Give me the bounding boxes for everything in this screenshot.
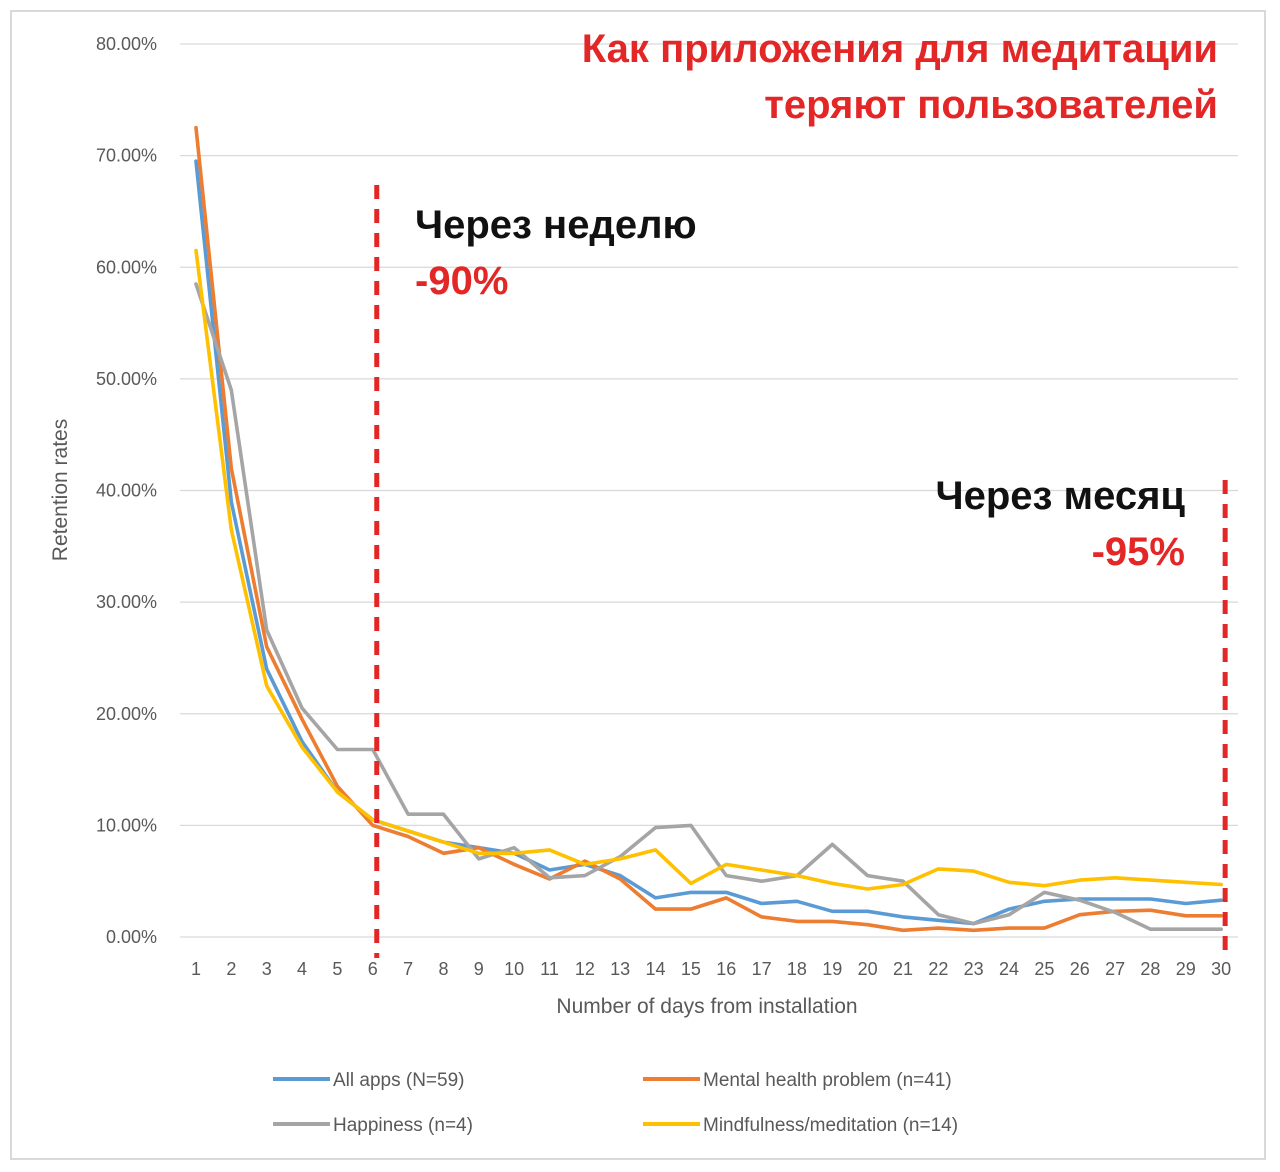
x-tick-label: 3 — [262, 959, 272, 979]
legend-label-mental-health: Mental health problem (n=41) — [703, 1070, 952, 1091]
x-tick-label: 22 — [928, 959, 948, 979]
y-tick-label: 30.00% — [96, 592, 157, 612]
month-annotation-value: -95% — [1092, 530, 1185, 574]
x-tick-label: 23 — [964, 959, 984, 979]
legend-label-mindfulness: Mindfulness/meditation (n=14) — [703, 1115, 958, 1136]
week-annotation-label: Через неделю — [415, 203, 697, 247]
y-tick-label: 70.00% — [96, 146, 157, 166]
x-axis-title: Number of days from installation — [556, 995, 857, 1018]
x-tick-label: 20 — [858, 959, 878, 979]
gridlines — [180, 43, 1238, 938]
x-tick-label: 30 — [1211, 959, 1231, 979]
x-tick-label: 28 — [1140, 959, 1160, 979]
x-tick-label: 5 — [332, 959, 342, 979]
y-axis-title: Retention rates — [49, 419, 72, 561]
y-tick-label: 20.00% — [96, 704, 157, 724]
x-tick-labels: 1 2 3 4 5 6 7 8 9 10 11 12 13 14 15 16 17 18 19 20 21 22 23 24 2… — [191, 959, 1231, 979]
x-tick-label: 13 — [610, 959, 630, 979]
x-tick-label: 4 — [297, 959, 307, 979]
x-tick-label: 8 — [438, 959, 448, 979]
chart-title-line-1: Как приложения для медитации — [582, 27, 1218, 71]
x-tick-label: 17 — [752, 959, 772, 979]
y-tick-label: 80.00% — [96, 34, 157, 54]
x-tick-label: 27 — [1105, 959, 1125, 979]
x-tick-label: 9 — [474, 959, 484, 979]
x-tick-label: 7 — [403, 959, 413, 979]
x-tick-label: 26 — [1070, 959, 1090, 979]
series-line-4 — [194, 248, 1223, 891]
x-tick-label: 19 — [822, 959, 842, 979]
chart-title-line-2: теряют пользователей — [764, 83, 1218, 127]
x-tick-label: 16 — [716, 959, 736, 979]
series-line-3 — [194, 282, 1223, 932]
series-lines — [194, 125, 1223, 933]
x-tick-label: 29 — [1176, 959, 1196, 979]
legend: All apps (N=59) Mental health problem (n… — [273, 1070, 958, 1136]
y-tick-labels: 0.00% 10.00% 20.00% 30.00% 40.00% 50.00% 60.00… — [96, 34, 157, 947]
x-tick-label: 24 — [999, 959, 1019, 979]
legend-label-all-apps: All apps (N=59) — [333, 1070, 464, 1091]
legend-label-happiness: Happiness (n=4) — [333, 1115, 473, 1136]
chart-frame — [10, 10, 1266, 1160]
x-tick-label: 1 — [191, 959, 201, 979]
x-tick-label: 25 — [1034, 959, 1054, 979]
y-tick-label: 50.00% — [96, 369, 157, 389]
y-tick-label: 10.00% — [96, 815, 157, 835]
y-tick-label: 0.00% — [106, 927, 157, 947]
x-tick-label: 21 — [893, 959, 913, 979]
y-tick-label: 60.00% — [96, 257, 157, 277]
x-tick-label: 15 — [681, 959, 701, 979]
x-tick-label: 14 — [646, 959, 666, 979]
month-annotation-label: Через месяц — [935, 474, 1185, 518]
x-tick-label: 12 — [575, 959, 595, 979]
x-tick-label: 10 — [504, 959, 524, 979]
y-tick-label: 40.00% — [96, 481, 157, 501]
x-tick-label: 2 — [226, 959, 236, 979]
x-tick-label: 6 — [368, 959, 378, 979]
x-tick-label: 18 — [787, 959, 807, 979]
week-annotation-value: -90% — [415, 259, 508, 303]
annotations — [374, 185, 1228, 958]
x-tick-label: 11 — [540, 959, 559, 979]
series-line-2 — [194, 125, 1223, 933]
series-line-1 — [194, 159, 1223, 926]
